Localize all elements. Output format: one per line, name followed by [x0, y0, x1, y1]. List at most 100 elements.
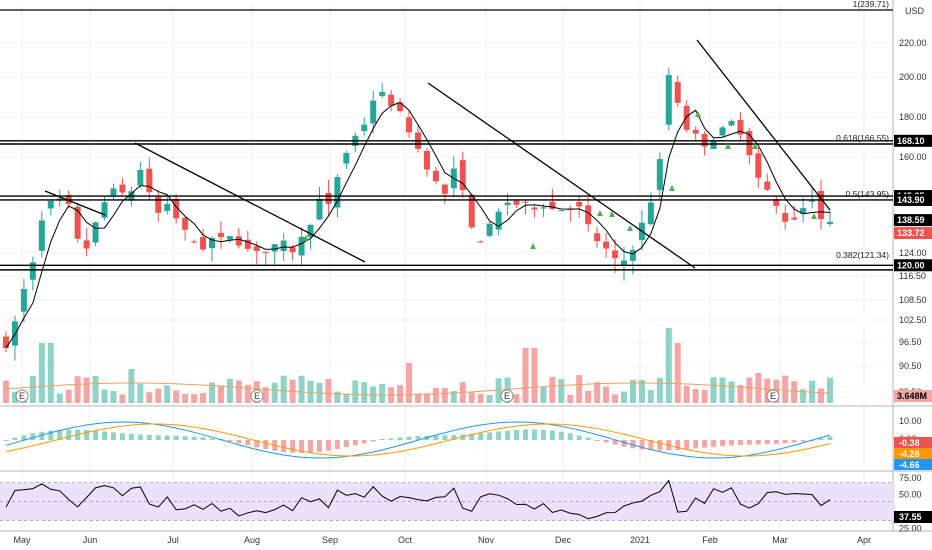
candle-body[interactable]: [137, 169, 144, 186]
candle-body[interactable]: [164, 203, 171, 211]
candle-body[interactable]: [235, 236, 242, 246]
candle-body[interactable]: [818, 190, 825, 220]
candle-body[interactable]: [764, 181, 771, 190]
candle-body[interactable]: [29, 262, 36, 280]
candle-body[interactable]: [280, 240, 287, 251]
trendline[interactable]: [44, 190, 106, 216]
candle-body[interactable]: [325, 192, 332, 204]
candle-body[interactable]: [468, 194, 475, 228]
candle-body[interactable]: [271, 244, 278, 252]
candle-body[interactable]: [334, 177, 341, 208]
candle-body[interactable]: [343, 153, 350, 164]
volume-bar: [791, 381, 798, 403]
candle-body[interactable]: [800, 208, 807, 214]
candle-body[interactable]: [540, 207, 547, 209]
candle-body[interactable]: [621, 260, 627, 267]
candle-body[interactable]: [549, 201, 556, 209]
candle-body[interactable]: [603, 241, 610, 249]
candle-body[interactable]: [522, 201, 529, 203]
candle-body[interactable]: [298, 236, 305, 256]
candle-body[interactable]: [791, 217, 798, 220]
candle-body[interactable]: [656, 159, 663, 190]
candle-body[interactable]: [612, 250, 619, 259]
trendline[interactable]: [427, 82, 696, 269]
candle-body[interactable]: [809, 200, 816, 202]
trendline[interactable]: [134, 142, 366, 263]
candle-body[interactable]: [782, 212, 789, 222]
candle-body[interactable]: [495, 211, 502, 230]
candle-body[interactable]: [423, 150, 430, 170]
candle-body[interactable]: [262, 251, 269, 253]
candle-body[interactable]: [441, 184, 448, 194]
candle-body[interactable]: [244, 239, 251, 249]
candle-body[interactable]: [200, 237, 207, 250]
candle-body[interactable]: [719, 127, 726, 136]
candle-body[interactable]: [432, 170, 439, 182]
candle-body[interactable]: [406, 117, 413, 133]
candle-body[interactable]: [477, 241, 484, 243]
candle-body[interactable]: [74, 206, 81, 239]
candle-body[interactable]: [217, 232, 224, 238]
candle-body[interactable]: [316, 198, 323, 220]
candle-body[interactable]: [665, 75, 672, 125]
candle-body[interactable]: [683, 105, 690, 130]
candle-body[interactable]: [576, 202, 583, 207]
candle-body[interactable]: [710, 141, 717, 149]
candle-body[interactable]: [146, 168, 153, 193]
candle-body[interactable]: [647, 202, 654, 225]
volume-bar: [92, 375, 99, 403]
candle-body[interactable]: [289, 247, 296, 253]
candle-body[interactable]: [692, 129, 699, 134]
candle-body[interactable]: [56, 198, 63, 200]
candle-body[interactable]: [83, 240, 90, 249]
candle-body[interactable]: [594, 233, 601, 242]
candle-body[interactable]: [827, 221, 833, 224]
candle-body[interactable]: [504, 202, 511, 206]
candle-body[interactable]: [746, 130, 753, 156]
candle-body[interactable]: [92, 222, 99, 243]
candle-body[interactable]: [674, 82, 681, 103]
volume-bar: [647, 390, 654, 403]
candle-body[interactable]: [20, 288, 27, 312]
candle-body[interactable]: [558, 210, 565, 212]
candle-body[interactable]: [173, 198, 180, 219]
candle-body[interactable]: [737, 119, 744, 135]
trendlines[interactable]: [44, 39, 831, 269]
candle-body[interactable]: [370, 100, 377, 124]
candle-body[interactable]: [38, 220, 45, 251]
candle-body[interactable]: [119, 184, 126, 193]
candle-body[interactable]: [379, 92, 386, 96]
candle-body[interactable]: [101, 202, 108, 218]
horizontal-levels[interactable]: 1(239.71) 0.618(166.55) 0.5(143.95) 0.382(1…: [0, 0, 893, 271]
macd-hist-bar: [110, 432, 116, 440]
candle-body[interactable]: [182, 217, 189, 230]
candle-body[interactable]: [307, 224, 314, 238]
candle-body[interactable]: [629, 250, 636, 261]
candle-body[interactable]: [397, 102, 404, 112]
volume-bar: [477, 393, 484, 403]
candle-body[interactable]: [585, 205, 592, 225]
candle-body[interactable]: [513, 200, 520, 205]
macd-hist-bar: [675, 440, 681, 451]
candle-body[interactable]: [209, 238, 215, 249]
candle-body[interactable]: [3, 336, 9, 348]
candle-body[interactable]: [728, 121, 735, 126]
candle-body[interactable]: [531, 207, 538, 210]
candle-body[interactable]: [110, 188, 117, 196]
candle-body[interactable]: [361, 124, 368, 132]
volume-bar: [710, 377, 717, 403]
candle-body[interactable]: [155, 196, 162, 213]
candle-body[interactable]: [47, 200, 54, 209]
candle-body[interactable]: [253, 246, 260, 252]
candle-body[interactable]: [388, 94, 395, 106]
candle-body[interactable]: [459, 160, 466, 191]
candle-body[interactable]: [226, 236, 233, 240]
candle-body[interactable]: [486, 223, 493, 236]
candle-body[interactable]: [773, 199, 780, 206]
candles[interactable]: [3, 67, 833, 361]
candle-body[interactable]: [755, 153, 762, 178]
trendline[interactable]: [696, 39, 831, 211]
macd-hist-bar: [30, 433, 36, 440]
candle-body[interactable]: [191, 241, 198, 243]
